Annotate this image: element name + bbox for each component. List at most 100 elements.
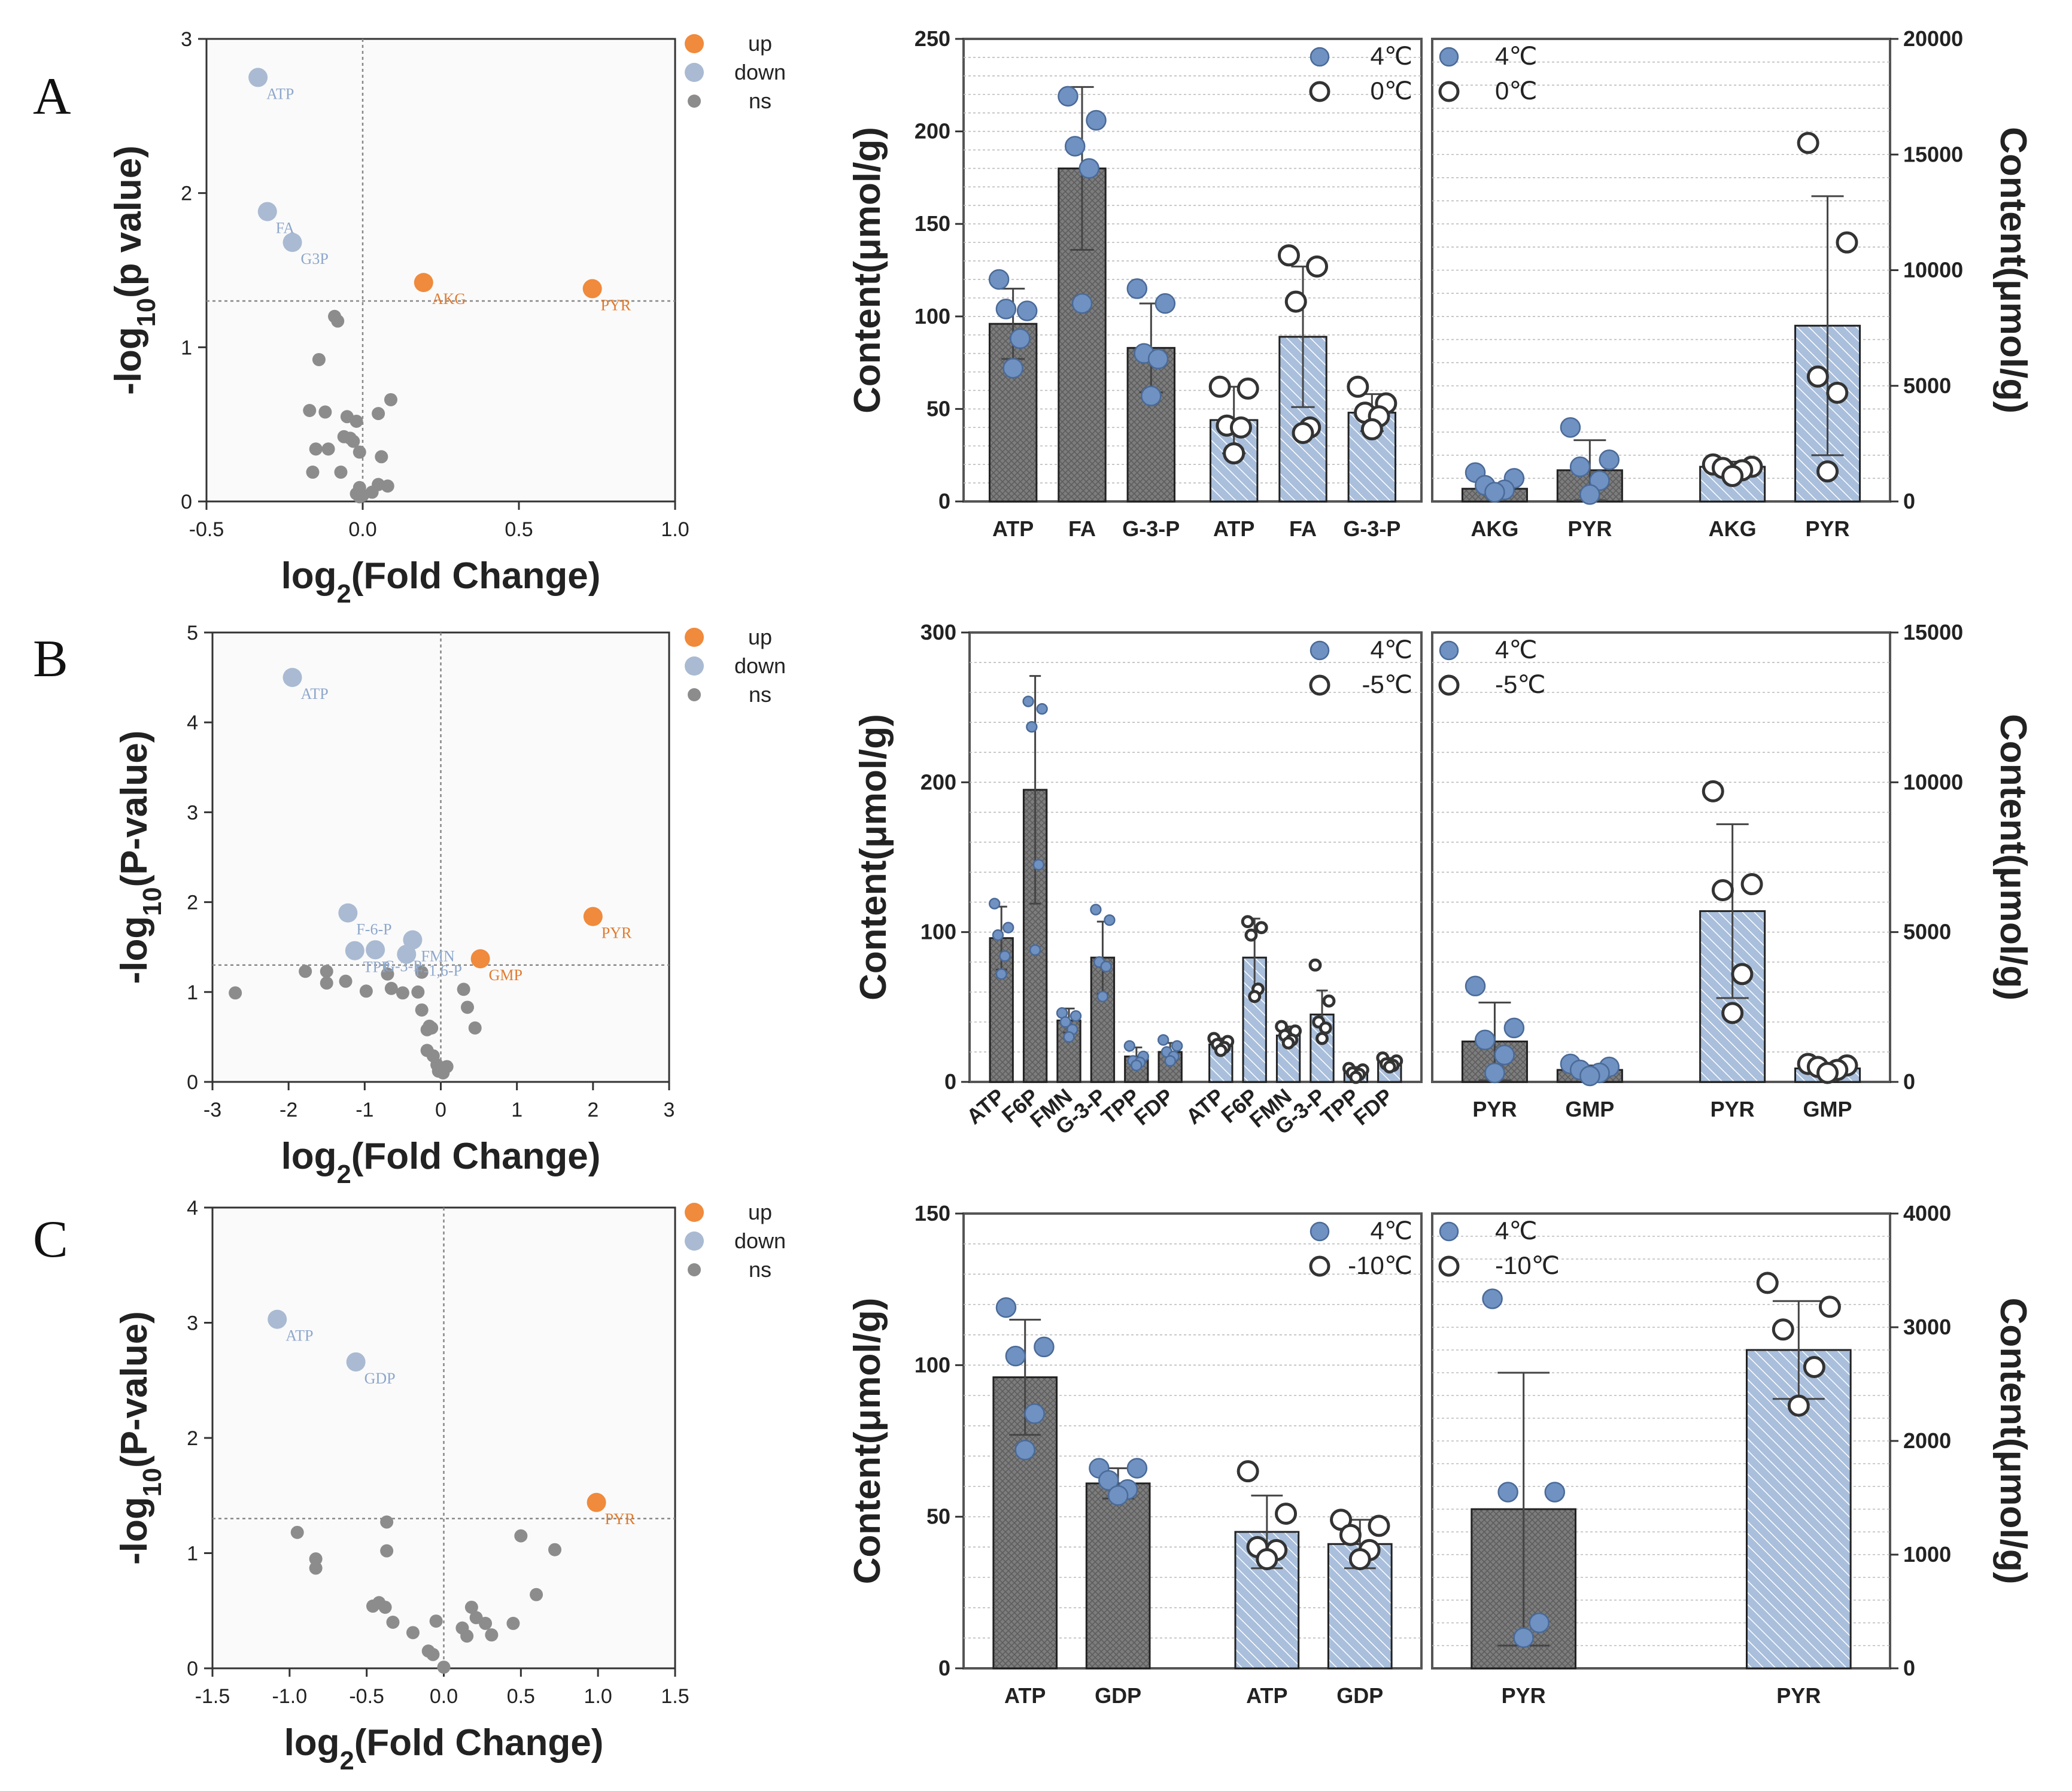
data-point — [1513, 1627, 1534, 1648]
y-tick-label: 100 — [920, 920, 956, 944]
bar-chart-A-1: 0 5000 10000 15000 20000 Content(μmol/g) AKG PY… — [1431, 26, 2034, 541]
x-axis-label: log2(Fold Change) — [281, 1136, 601, 1189]
legend-label-ns: ns — [749, 1257, 771, 1282]
data-point — [1503, 1017, 1525, 1039]
bar-chart-A-0: 0 50 100 150 200 250 Content(μmol/g) ATP FA G-3-P… — [847, 26, 1423, 541]
x-tick-label: -0.5 — [189, 518, 224, 541]
y-tick-label: 1 — [187, 981, 198, 1004]
data-point — [1803, 1356, 1825, 1378]
x-tick-label: 1.5 — [661, 1685, 689, 1708]
data-point — [1236, 377, 1259, 400]
point-label-GDP: GDP — [364, 1370, 396, 1387]
x-tick-label: 3 — [664, 1099, 675, 1121]
y-tick-label: 250 — [915, 26, 950, 51]
data-point — [1277, 244, 1300, 267]
ns-point — [436, 1066, 450, 1080]
data-point — [1599, 449, 1620, 470]
data-point — [1702, 780, 1724, 802]
point-PYR — [587, 1492, 606, 1512]
bar-chart-B-3: 0 5000 10000 15000 Content(μmol/g) PYR GMP PYR G… — [1431, 620, 2034, 1121]
ns-point — [468, 1021, 482, 1035]
data-point — [1731, 963, 1754, 986]
ns-point — [384, 981, 398, 995]
y-axis-label: Content(μmol/g) — [847, 1298, 888, 1585]
data-point — [1208, 375, 1231, 398]
point-FA — [257, 202, 277, 221]
data-point — [1816, 460, 1839, 483]
legend-label: 4℃ — [1370, 42, 1412, 70]
ns-point — [331, 314, 345, 328]
legend-swatch — [1310, 640, 1330, 661]
point-label-PYR: PYR — [601, 925, 632, 942]
ns-point — [229, 986, 242, 1000]
data-point — [1026, 721, 1038, 733]
legend-label-ns: ns — [749, 89, 771, 113]
point-FMN — [403, 930, 423, 950]
legend-swatch-down — [685, 656, 704, 676]
ns-point — [318, 405, 332, 419]
legend-label-up: up — [748, 31, 772, 56]
legend-swatch — [1309, 81, 1330, 102]
x-axis-label: log2(Fold Change) — [281, 555, 601, 609]
ns-point — [384, 393, 397, 406]
data-point — [992, 929, 1004, 941]
category-label-ATP: ATP — [992, 516, 1034, 541]
plot-frame — [211, 631, 670, 1083]
point-PYR — [583, 907, 603, 926]
y-tick-label: 1000 — [1903, 1542, 1951, 1567]
plot-frame — [1431, 631, 1891, 1083]
ns-point — [353, 445, 366, 459]
y-tick-label: 2 — [187, 1427, 198, 1450]
x-tick-label: -1.5 — [195, 1685, 230, 1708]
legend-label: 0℃ — [1495, 77, 1538, 105]
data-point — [1826, 381, 1849, 404]
data-point — [1484, 1062, 1505, 1084]
bar-chart-C-4: 0 50 100 150 Content(μmol/g) ATP GDP ATP GDP 4℃ -1… — [847, 1201, 1423, 1708]
data-point — [1360, 418, 1383, 440]
point-label-ATP: ATP — [301, 685, 329, 703]
ns-point — [386, 1616, 400, 1629]
ns-point — [321, 442, 335, 456]
data-point — [1005, 1345, 1026, 1367]
legend-swatch — [1438, 1255, 1460, 1277]
ns-point — [423, 1019, 436, 1033]
data-point — [1787, 1394, 1810, 1417]
data-point — [1589, 470, 1610, 491]
data-point — [1022, 695, 1034, 707]
legend-label: 0℃ — [1370, 77, 1412, 105]
data-point — [1318, 1021, 1332, 1035]
category-label-G-3-P: G-3-P — [1122, 516, 1180, 541]
data-point — [1063, 1031, 1075, 1043]
ns-point — [548, 1543, 562, 1556]
data-point — [1560, 417, 1581, 438]
y-tick-label: 10000 — [1903, 770, 1963, 794]
x-tick-label: 1 — [511, 1099, 522, 1121]
point-AKG — [414, 273, 433, 293]
volcano-plot-B: -3 -2 -1 0 1 2 3012345ATPF-6-PTPPG-3-PFMNF-1,6… — [114, 622, 786, 1189]
data-point — [1064, 136, 1086, 157]
ns-point — [380, 1544, 394, 1558]
category-label-GDP: GDP — [1095, 1683, 1141, 1708]
data-point — [1010, 328, 1031, 349]
legend-label-down: down — [734, 60, 786, 84]
legend-label-up: up — [748, 625, 772, 649]
y-tick-label: 4 — [187, 1197, 198, 1220]
data-point — [1229, 416, 1252, 439]
y-tick-label: 100 — [915, 1352, 950, 1377]
legend-swatch-ns — [688, 688, 701, 701]
legend-label: 4℃ — [1370, 1217, 1412, 1245]
legend-swatch — [1439, 1221, 1459, 1242]
bar-GDP — [1327, 1543, 1393, 1670]
category-label-GMP: GMP — [1565, 1097, 1614, 1121]
data-point — [1086, 110, 1107, 131]
ns-point — [303, 403, 317, 417]
y-tick-label: 15000 — [1903, 142, 1963, 166]
ns-point — [309, 1552, 323, 1566]
legend-label-down: down — [734, 653, 786, 678]
panel-letter-B: B — [33, 630, 68, 688]
data-point — [1275, 1503, 1298, 1525]
x-tick-label: 0.0 — [430, 1685, 458, 1708]
bar-ATP — [988, 323, 1038, 503]
